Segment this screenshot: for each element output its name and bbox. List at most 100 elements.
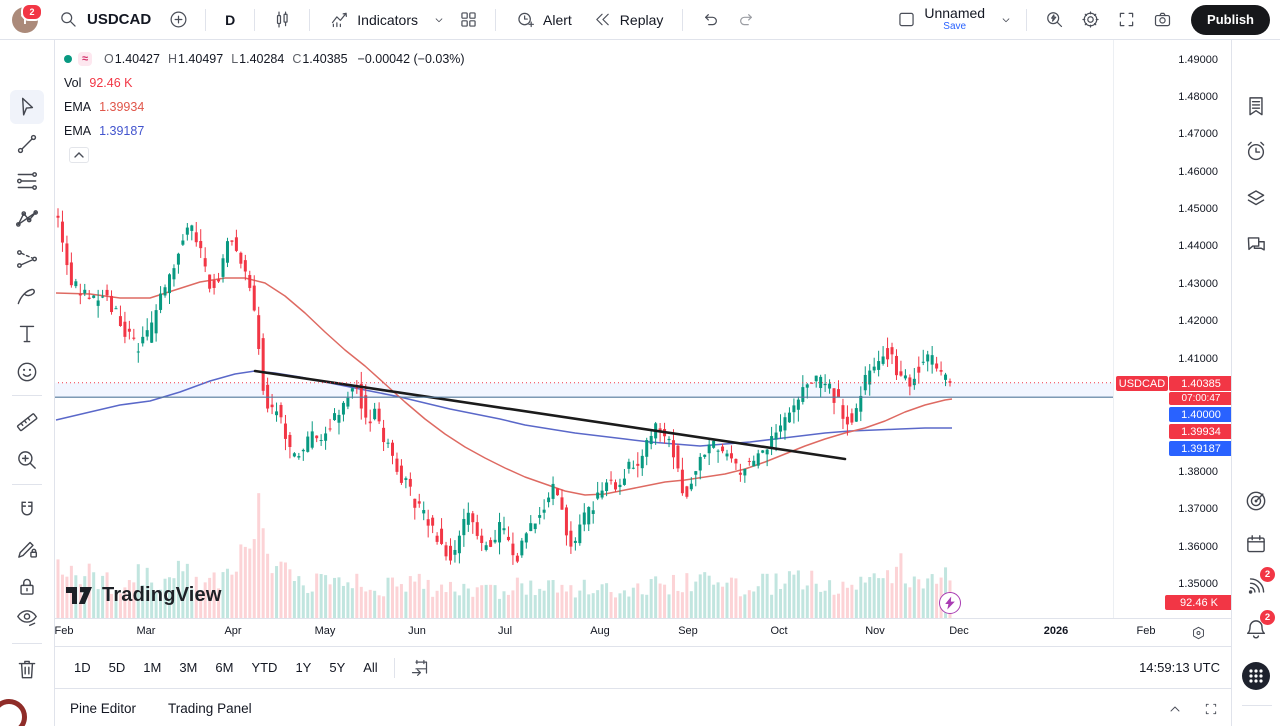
layout-templates-button[interactable]: [451, 3, 485, 37]
bell-icon: [1246, 620, 1266, 639]
alert-button[interactable]: Alert: [506, 3, 581, 37]
xabcd-pattern-icon: [16, 210, 38, 227]
tool-text[interactable]: [13, 320, 41, 348]
range-button-1Y[interactable]: 1Y: [287, 656, 319, 680]
tool-emoji[interactable]: [13, 358, 41, 386]
plus-circle-icon: [170, 11, 187, 28]
ema-slow-legend-row[interactable]: EMA 1.39187: [64, 123, 465, 139]
volume-legend-row[interactable]: Vol 92.46 K: [64, 75, 465, 91]
compare-add-symbol-button[interactable]: [161, 3, 195, 37]
range-button-5D[interactable]: 5D: [101, 656, 134, 680]
broadcast-icon: [1248, 578, 1265, 594]
tool-brush[interactable]: [13, 282, 41, 310]
chart-style-button[interactable]: [265, 3, 299, 37]
time-axis-label: Apr: [224, 625, 242, 637]
tool-measure[interactable]: [13, 408, 41, 436]
tool-xabcd-pattern[interactable]: [13, 205, 41, 233]
tab-trading-panel[interactable]: Trading Panel: [168, 701, 252, 716]
price-chart[interactable]: [54, 39, 1232, 618]
tool-fib-retracement[interactable]: [13, 167, 41, 195]
gear-icon: [1081, 11, 1099, 28]
tool-magnet[interactable]: [13, 497, 41, 525]
indicators-chevron-button[interactable]: [429, 3, 449, 37]
tool-remove-all[interactable]: [13, 655, 41, 683]
chevron-up-icon: [1170, 706, 1180, 712]
tool-cursor[interactable]: [10, 90, 44, 124]
range-button-3M[interactable]: 3M: [171, 656, 205, 680]
layout-chevron-button[interactable]: [996, 3, 1016, 37]
maximize-panel-icon: [1205, 703, 1217, 715]
quick-search-button[interactable]: [1037, 3, 1071, 37]
chevron-down-icon: [435, 17, 443, 22]
calendar-button[interactable]: [1243, 531, 1269, 557]
fullscreen-button[interactable]: [1109, 3, 1143, 37]
price-axis[interactable]: 1.49000 1.48000 1.47000 1.46000 1.45000 1.440…: [1113, 39, 1233, 618]
high-value: 1.40497: [178, 52, 224, 66]
tool-lock-all[interactable]: [13, 573, 41, 601]
indicators-button[interactable]: Indicators: [320, 3, 427, 37]
watchlist-button[interactable]: [1243, 93, 1269, 119]
range-button-1M[interactable]: 1M: [135, 656, 169, 680]
instant-trading-button[interactable]: [939, 592, 961, 614]
tool-hide-all[interactable]: [13, 603, 41, 631]
go-to-date-button[interactable]: [403, 651, 437, 685]
redo-button[interactable]: [729, 3, 763, 37]
range-button-YTD[interactable]: YTD: [243, 656, 285, 680]
tool-forecast[interactable]: [13, 245, 41, 273]
range-button-6M[interactable]: 6M: [207, 656, 241, 680]
symbol-search-button[interactable]: USDCAD: [50, 3, 159, 37]
time-axis[interactable]: Feb Mar Apr May Jun Jul Aug Sep Oct Nov Dec 2026 Feb: [54, 618, 1232, 646]
interval-button[interactable]: D: [216, 3, 244, 37]
alert-clock-icon: [518, 12, 534, 28]
range-button-5Y[interactable]: 5Y: [321, 656, 353, 680]
undo-button[interactable]: [693, 3, 727, 37]
low-label: L: [231, 52, 239, 66]
time-axis-label: Aug: [590, 625, 610, 637]
time-axis-label: Feb: [1136, 625, 1156, 637]
fib-retracement-icon: [16, 172, 38, 190]
replay-button[interactable]: Replay: [583, 3, 673, 37]
screener-button[interactable]: [1243, 488, 1269, 514]
publish-button[interactable]: Publish: [1191, 4, 1270, 35]
bottom-toolbar: 1D 5D 1M 3M 6M YTD 1Y 5Y All 14:59:13 UTC: [54, 646, 1232, 688]
time-axis-settings-button[interactable]: [1187, 622, 1209, 644]
server-clock[interactable]: 14:59:13 UTC: [1139, 660, 1220, 675]
range-button-1D[interactable]: 1D: [66, 656, 99, 680]
object-tree-button[interactable]: [1243, 185, 1269, 211]
ema-fast-value: 1.39934: [99, 100, 145, 114]
volume-value: 92.46 K: [89, 76, 133, 90]
open-value: 1.40427: [114, 52, 160, 66]
tool-trend-line[interactable]: [13, 130, 41, 158]
chart-pane[interactable]: ≈ O 1.40427 H 1.40497 L 1.40284 C 1.40385 −0…: [54, 39, 1233, 618]
price-tick: 1.42000: [1178, 315, 1218, 327]
price-tick: 1.35000: [1178, 578, 1218, 590]
panel-collapse-button[interactable]: [1163, 697, 1187, 721]
tab-pine-editor[interactable]: Pine Editor: [70, 701, 137, 716]
price-tick: 1.41000: [1178, 353, 1218, 365]
ema-fast-legend-row[interactable]: EMA 1.39934: [64, 99, 465, 115]
avatar[interactable]: T 2: [12, 2, 43, 33]
ema-slow-label: EMA: [64, 124, 92, 138]
streams-button[interactable]: 2: [1243, 567, 1275, 599]
separator: [495, 8, 496, 31]
bottom-panel-bar: Pine Editor Trading Panel: [54, 688, 1232, 726]
alerts-button[interactable]: [1243, 138, 1269, 164]
undo-icon: [704, 14, 717, 26]
screenshot-button[interactable]: [1145, 3, 1179, 37]
settings-button[interactable]: [1073, 3, 1107, 37]
tool-drawing-mode-lock[interactable]: [13, 535, 41, 563]
layout-select-button[interactable]: Unnamed Save: [887, 3, 994, 37]
panel-maximize-button[interactable]: [1199, 697, 1223, 721]
data-mode-icon[interactable]: ≈: [78, 52, 93, 66]
trend-line-icon: [17, 134, 37, 154]
tool-zoom-in[interactable]: [13, 446, 41, 474]
save-label[interactable]: Save: [943, 20, 967, 32]
legend-collapse-button[interactable]: [69, 147, 89, 163]
chat-button[interactable]: [1243, 232, 1269, 258]
range-button-All[interactable]: All: [355, 656, 385, 680]
apps-menu-button[interactable]: [1241, 661, 1271, 691]
symbol-legend-row[interactable]: ≈ O 1.40427 H 1.40497 L 1.40284 C 1.40385 −0…: [64, 51, 465, 67]
notifications-button[interactable]: 2: [1243, 610, 1275, 642]
replay-label: Replay: [619, 11, 664, 28]
